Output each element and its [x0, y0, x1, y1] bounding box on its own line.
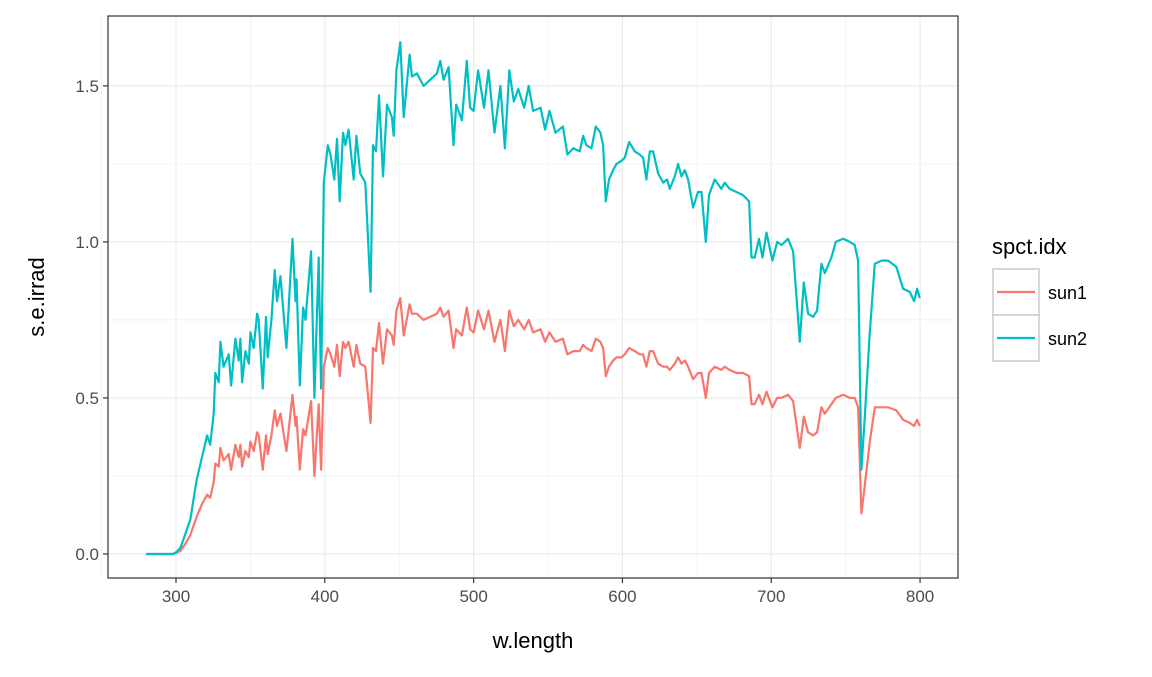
- x-tick-label: 800: [906, 587, 934, 606]
- x-tick-label: 700: [757, 587, 785, 606]
- legend-label-sun1: sun1: [1048, 283, 1087, 303]
- series-lines: [146, 41, 921, 556]
- x-tick-label: 400: [311, 587, 339, 606]
- series-line-sun2: [146, 41, 921, 556]
- legend-label-sun2: sun2: [1048, 329, 1087, 349]
- panel-border: [107, 15, 959, 579]
- legend-title: spct.idx: [992, 234, 1067, 259]
- x-axis-title: w.length: [492, 628, 574, 653]
- x-tick-label: 500: [459, 587, 487, 606]
- legend: spct.idx sun1 sun2: [992, 234, 1087, 362]
- y-tick-label: 0.0: [75, 545, 99, 564]
- y-axis-title: s.e.irrad: [24, 257, 49, 336]
- x-tick-label: 600: [608, 587, 636, 606]
- y-tick-label: 1.5: [75, 77, 99, 96]
- x-tick-label: 300: [162, 587, 190, 606]
- series-line-sun1: [146, 297, 921, 556]
- x-axis: 300 400 500 600 700 800: [162, 578, 934, 606]
- plot-panel: [108, 16, 958, 578]
- y-tick-label: 1.0: [75, 233, 99, 252]
- y-tick-label: 0.5: [75, 389, 99, 408]
- y-axis: 0.0 0.5 1.0 1.5: [75, 77, 108, 564]
